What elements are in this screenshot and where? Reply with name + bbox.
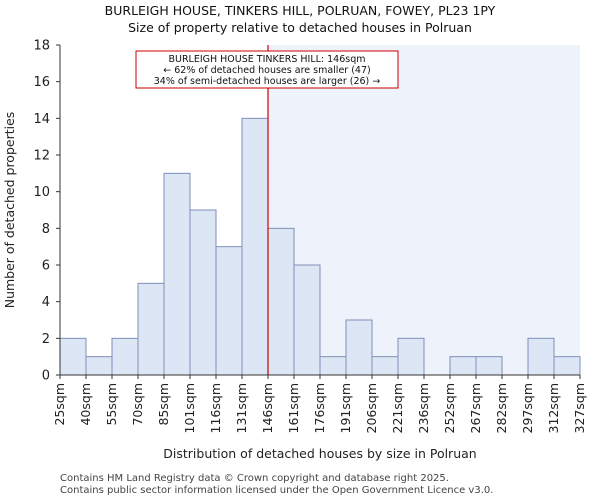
bar-297sqm bbox=[527, 337, 555, 376]
y-tick-label: 6 bbox=[42, 259, 50, 274]
bar-25sqm bbox=[59, 337, 87, 376]
annotation-line-2: ← 62% of detached houses are smaller (47… bbox=[163, 65, 370, 76]
bar-101sqm bbox=[189, 209, 217, 376]
x-tick-label: 25sqm bbox=[52, 383, 67, 426]
bar-206sqm bbox=[371, 356, 399, 376]
y-tick-label: 16 bbox=[33, 75, 50, 90]
y-tick-label: 2 bbox=[42, 332, 50, 347]
bar-267sqm bbox=[475, 356, 503, 376]
x-tick-label: 267sqm bbox=[468, 383, 483, 433]
y-tick-label: 4 bbox=[42, 295, 50, 310]
y-tick-label: 14 bbox=[33, 112, 50, 127]
bar-131sqm bbox=[241, 117, 269, 376]
x-tick-label: 40sqm bbox=[78, 383, 93, 426]
bar-221sqm bbox=[397, 337, 425, 376]
y-tick-label: 18 bbox=[33, 39, 50, 54]
y-tick-label: 8 bbox=[42, 222, 50, 237]
bar-252sqm bbox=[449, 356, 477, 376]
x-tick-label: 191sqm bbox=[338, 383, 353, 433]
chart-title: BURLEIGH HOUSE, TINKERS HILL, POLRUAN, F… bbox=[104, 3, 496, 18]
x-tick-label: 161sqm bbox=[286, 383, 301, 433]
bar-85sqm bbox=[163, 172, 191, 376]
x-tick-label: 282sqm bbox=[494, 383, 509, 433]
x-tick-label: 297sqm bbox=[520, 383, 535, 433]
y-axis-label: Number of detached properties bbox=[2, 112, 17, 309]
histogram-chart: 0 2 4 6 8 10 12 14 16 18 25sqm 40sqm 55sqm 70sqm 85sqm… bbox=[2, 39, 587, 462]
x-tick-label: 116sqm bbox=[208, 383, 223, 433]
x-axis-label: Distribution of detached houses by size … bbox=[163, 446, 476, 461]
bar-146sqm bbox=[267, 227, 295, 376]
x-tick-label: 312sqm bbox=[546, 383, 561, 433]
bar-55sqm bbox=[111, 337, 139, 376]
annotation-box bbox=[135, 50, 399, 89]
bar-161sqm bbox=[293, 264, 321, 376]
annotation-line-1: BURLEIGH HOUSE TINKERS HILL: 146sqm bbox=[168, 54, 365, 65]
bar-40sqm bbox=[85, 356, 113, 376]
y-tick-label: 0 bbox=[42, 369, 50, 384]
bar-116sqm bbox=[215, 246, 243, 376]
x-tick-label: 70sqm bbox=[130, 383, 145, 426]
x-tick-label: 101sqm bbox=[182, 383, 197, 433]
bar-312sqm bbox=[553, 356, 581, 376]
x-tick-label: 236sqm bbox=[416, 383, 431, 433]
footer-licence: Contains public sector information licen… bbox=[60, 485, 494, 496]
chart-subtitle: Size of property relative to detached ho… bbox=[128, 20, 472, 35]
x-tick-label: 55sqm bbox=[104, 383, 119, 426]
x-tick-label: 327sqm bbox=[572, 383, 587, 433]
x-tick-label: 252sqm bbox=[442, 383, 457, 433]
x-tick-label: 221sqm bbox=[390, 383, 405, 433]
annotation-line-3: 34% of semi-detached houses are larger (… bbox=[154, 76, 381, 87]
x-tick-label: 206sqm bbox=[364, 383, 379, 433]
bar-70sqm bbox=[137, 282, 165, 376]
x-tick-label: 85sqm bbox=[156, 383, 171, 426]
x-tick-label: 146sqm bbox=[260, 383, 275, 433]
y-tick-label: 12 bbox=[33, 149, 50, 164]
bar-191sqm bbox=[345, 319, 373, 376]
x-tick-label: 131sqm bbox=[234, 383, 249, 433]
x-tick-label: 176sqm bbox=[312, 383, 327, 433]
footer-copyright: Contains HM Land Registry data © Crown c… bbox=[60, 473, 449, 484]
bar-176sqm bbox=[319, 356, 347, 376]
y-tick-label: 10 bbox=[33, 185, 50, 200]
